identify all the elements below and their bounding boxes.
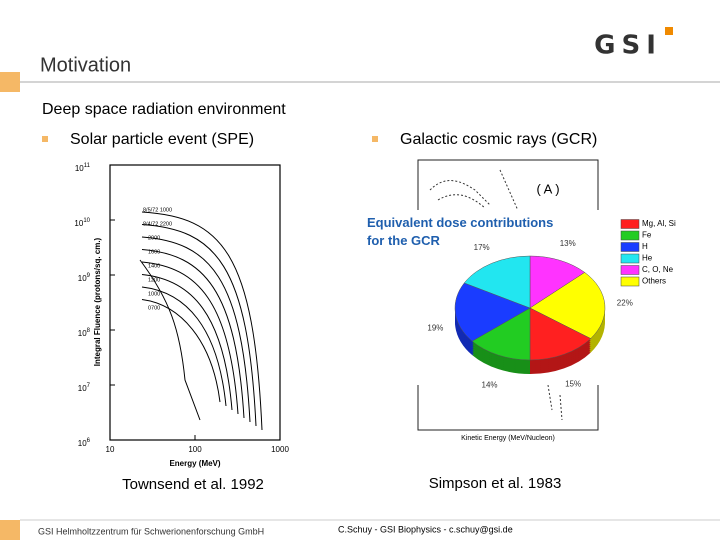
legend-swatch — [620, 219, 640, 229]
legend-swatch — [620, 242, 640, 252]
pie-value-label: 19% — [427, 324, 443, 333]
fluence-curve — [141, 261, 239, 415]
y-tick-label: 108 — [78, 328, 91, 339]
legend-label: H — [642, 242, 648, 251]
logo-dot — [665, 27, 673, 35]
pie-slice — [529, 307, 592, 361]
tick-base: 10 — [74, 219, 83, 228]
tick-base: 10 — [78, 384, 87, 393]
pie-panel: Equivalent dose contributions for the GCR… — [362, 210, 690, 389]
tick-exponent: 10 — [83, 218, 90, 224]
citation: Simpson et al. 1983 — [429, 475, 562, 492]
y-tick-label: 109 — [78, 273, 91, 284]
tick-exponent: 7 — [87, 383, 91, 389]
fluence-curve — [141, 211, 263, 431]
accent-square — [0, 520, 20, 540]
pie-title: Equivalent dose contributions for the GCR — [367, 215, 553, 248]
tick-base: 10 — [78, 439, 87, 448]
pie-slice — [463, 255, 531, 309]
y-tick-label: 1011 — [75, 163, 91, 174]
spectrum-curves — [429, 169, 563, 421]
y-tick-label: 107 — [78, 383, 91, 394]
tick-base: 10 — [75, 164, 84, 173]
fluence-curve — [141, 224, 257, 427]
x-axis-label: Energy (MeV) — [169, 459, 220, 468]
legend-swatch — [620, 276, 640, 287]
legend-swatch — [620, 265, 640, 275]
curve-label: 8/4/72 2200 — [143, 221, 172, 227]
fluence-curve — [141, 299, 221, 403]
curve-label: 1600 — [148, 249, 160, 255]
x-tick-label: 10 — [106, 445, 115, 454]
legend-swatch — [620, 253, 640, 264]
fluence-curve — [141, 249, 245, 419]
bullet-icon — [372, 136, 378, 142]
tick-base: 10 — [78, 329, 87, 338]
tick-exponent: 9 — [87, 273, 91, 279]
legend-label: Others — [642, 277, 666, 286]
curve-label: 0700 — [148, 305, 160, 311]
pie-value-label: 15% — [565, 379, 581, 388]
curve-label: 8/5/72 1000 — [143, 207, 172, 213]
slide-title: Motivation — [40, 54, 131, 76]
legend-label: Fe — [642, 231, 652, 240]
tick-base: 10 — [78, 274, 87, 283]
pie-value-label: 17% — [474, 243, 490, 252]
tick-exponent: 6 — [87, 438, 91, 444]
spe-chart: Integral Fluence (protons/sq. cm.) Energ… — [74, 163, 289, 493]
bullet-icon — [42, 136, 48, 142]
panel-label: ( A ) — [536, 181, 559, 196]
accent-square — [0, 72, 20, 92]
subtitle: Deep space radiation environment — [42, 101, 286, 118]
bullet: Solar particle event (SPE) — [70, 131, 254, 148]
x-axis-label: Kinetic Energy (MeV/Nucleon) — [461, 435, 555, 442]
legend-label: He — [642, 254, 653, 263]
tick-exponent: 11 — [84, 163, 91, 169]
fluence-curve — [139, 259, 201, 421]
pie-slice — [529, 272, 606, 339]
y-tick-label: 1010 — [74, 218, 90, 229]
pie-value-label: 13% — [560, 239, 576, 248]
curve-label: 1000 — [148, 291, 160, 297]
pie-value-label: 22% — [617, 299, 633, 308]
citation: Townsend et al. 1992 — [122, 476, 264, 493]
pie-slice — [471, 307, 531, 361]
fluence-curve — [141, 286, 227, 407]
curve-label: 1400 — [148, 263, 160, 269]
y-axis-label: Integral Fluence (protons/sq. cm.) — [93, 237, 102, 366]
tick-exponent: 8 — [87, 328, 91, 334]
x-tick-label: 1000 — [271, 445, 289, 454]
footer-right: C.Schuy - GSI Biophysics - c.schuy@gsi.d… — [338, 524, 513, 534]
logo: GSI — [594, 31, 662, 61]
fluence-curve — [141, 236, 251, 423]
fluence-curve — [141, 274, 233, 411]
pie-slice — [529, 255, 586, 309]
y-tick-label: 106 — [78, 438, 91, 449]
legend-label: C, O, Ne — [642, 265, 674, 274]
pie-value-label: 14% — [482, 380, 498, 389]
footer-left: GSI Helmholtzzentrum für Schwerionenfors… — [38, 526, 264, 536]
legend-label: Mg, Al, Si — [642, 219, 676, 228]
x-tick-label: 100 — [188, 445, 202, 454]
curve-label: 2000 — [148, 235, 160, 241]
bullet: Galactic cosmic rays (GCR) — [400, 131, 597, 148]
legend-swatch — [620, 230, 640, 241]
pie-slice — [454, 282, 531, 342]
